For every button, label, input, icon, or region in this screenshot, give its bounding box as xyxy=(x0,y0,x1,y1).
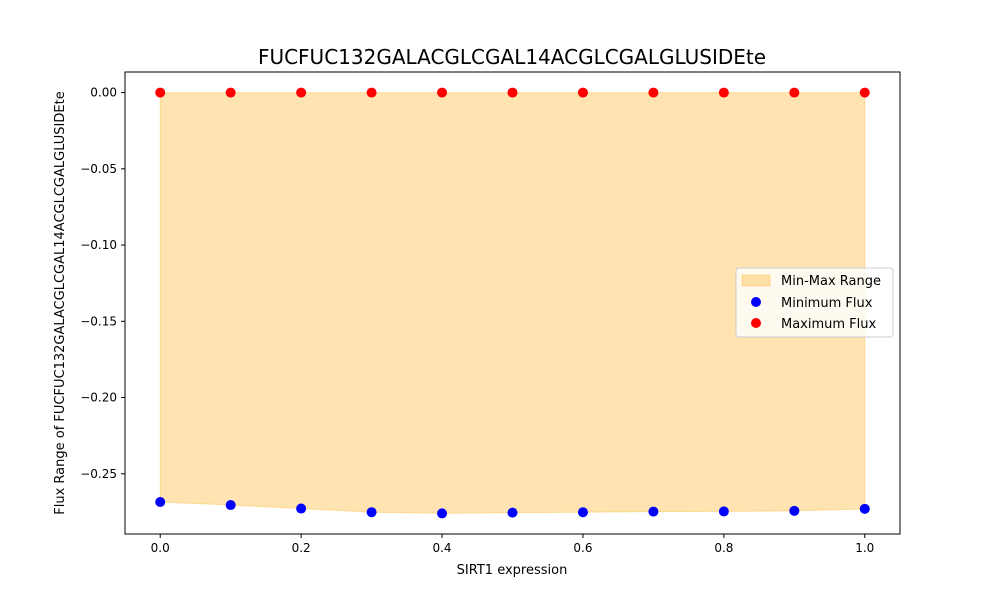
max-flux-point xyxy=(155,87,166,98)
y-axis-ticks: 0.00 −0.05 −0.10 −0.15 −0.20 −0.25 xyxy=(80,86,125,481)
plot-area xyxy=(155,87,870,519)
y-axis-label: Flux Range of FUCFUC132GALACGLCGAL14ACGL… xyxy=(53,91,68,514)
min-flux-point xyxy=(296,503,307,514)
max-flux-point xyxy=(648,87,659,98)
max-flux-point xyxy=(859,87,870,98)
min-flux-point xyxy=(507,507,518,518)
y-tick-label: −0.25 xyxy=(80,467,117,481)
legend-marker-max xyxy=(751,318,761,328)
max-flux-point xyxy=(577,87,588,98)
max-flux-point xyxy=(437,87,448,98)
x-axis-label: SIRT1 expression xyxy=(457,563,568,578)
min-flux-point xyxy=(648,506,659,517)
y-tick-label: −0.20 xyxy=(80,391,117,405)
legend-frame xyxy=(735,267,894,338)
legend-marker-min xyxy=(751,297,761,307)
min-flux-point xyxy=(718,506,729,517)
legend-label-range: Min-Max Range xyxy=(781,274,881,289)
legend-label-min: Minimum Flux xyxy=(781,296,873,311)
x-tick-label: 0.4 xyxy=(432,541,451,555)
x-axis-ticks: 0.0 0.2 0.4 0.6 0.8 1.0 xyxy=(151,534,874,555)
min-flux-point xyxy=(366,507,377,518)
y-tick-label: −0.15 xyxy=(80,314,117,328)
min-flux-point xyxy=(225,500,236,511)
min-flux-point xyxy=(859,503,870,514)
min-flux-point xyxy=(789,505,800,516)
min-flux-point xyxy=(155,496,166,507)
x-tick-label: 0.2 xyxy=(292,541,311,555)
y-tick-label: 0.00 xyxy=(90,86,117,100)
max-flux-point xyxy=(296,87,307,98)
x-tick-label: 0.6 xyxy=(573,541,592,555)
max-flux-point xyxy=(366,87,377,98)
y-tick-label: −0.10 xyxy=(80,238,117,252)
x-tick-label: 0.0 xyxy=(151,541,170,555)
max-flux-point xyxy=(507,87,518,98)
legend-label-max: Maximum Flux xyxy=(781,317,877,332)
max-flux-point xyxy=(718,87,729,98)
max-flux-point xyxy=(789,87,800,98)
min-flux-point xyxy=(577,507,588,518)
y-tick-label: −0.05 xyxy=(80,162,117,176)
axes-frame xyxy=(124,71,901,535)
x-tick-label: 0.8 xyxy=(714,541,733,555)
legend: Min-Max Range Minimum Flux Maximum Flux xyxy=(735,267,894,338)
chart-title: FUCFUC132GALACGLCGAL14ACGLCGALGLUSIDEte xyxy=(258,45,766,69)
max-flux-point xyxy=(225,87,236,98)
min-flux-point xyxy=(437,508,448,519)
x-tick-label: 1.0 xyxy=(855,541,874,555)
legend-swatch-range xyxy=(741,274,771,287)
